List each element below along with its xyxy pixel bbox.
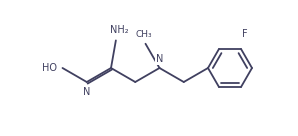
Text: CH₃: CH₃ — [135, 30, 152, 39]
Text: F: F — [242, 29, 248, 39]
Text: N: N — [156, 54, 163, 64]
Text: NH₂: NH₂ — [110, 25, 128, 35]
Text: N: N — [83, 87, 91, 97]
Text: HO: HO — [41, 63, 57, 73]
